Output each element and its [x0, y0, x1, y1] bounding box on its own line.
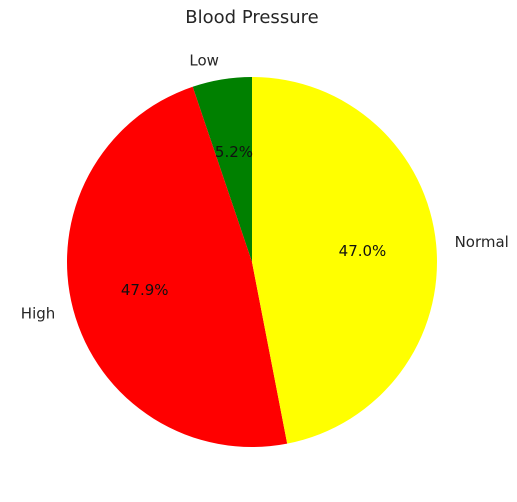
pie-slice-low [192, 77, 252, 262]
slice-label-low: Low [189, 52, 219, 70]
pie-slices [67, 77, 437, 447]
pie-slice-high [67, 86, 288, 447]
pie-slice-normal [252, 77, 437, 444]
slice-label-normal: Normal [455, 233, 509, 251]
slice-pct-low: 5.2% [215, 143, 253, 161]
slice-pct-high: 47.9% [121, 281, 169, 299]
chart-title: Blood Pressure [185, 7, 318, 28]
pie-labels: Low 5.2% High 47.9% Normal 47.0% [21, 52, 509, 323]
slice-label-high: High [21, 305, 55, 323]
slice-pct-normal: 47.0% [339, 242, 387, 260]
